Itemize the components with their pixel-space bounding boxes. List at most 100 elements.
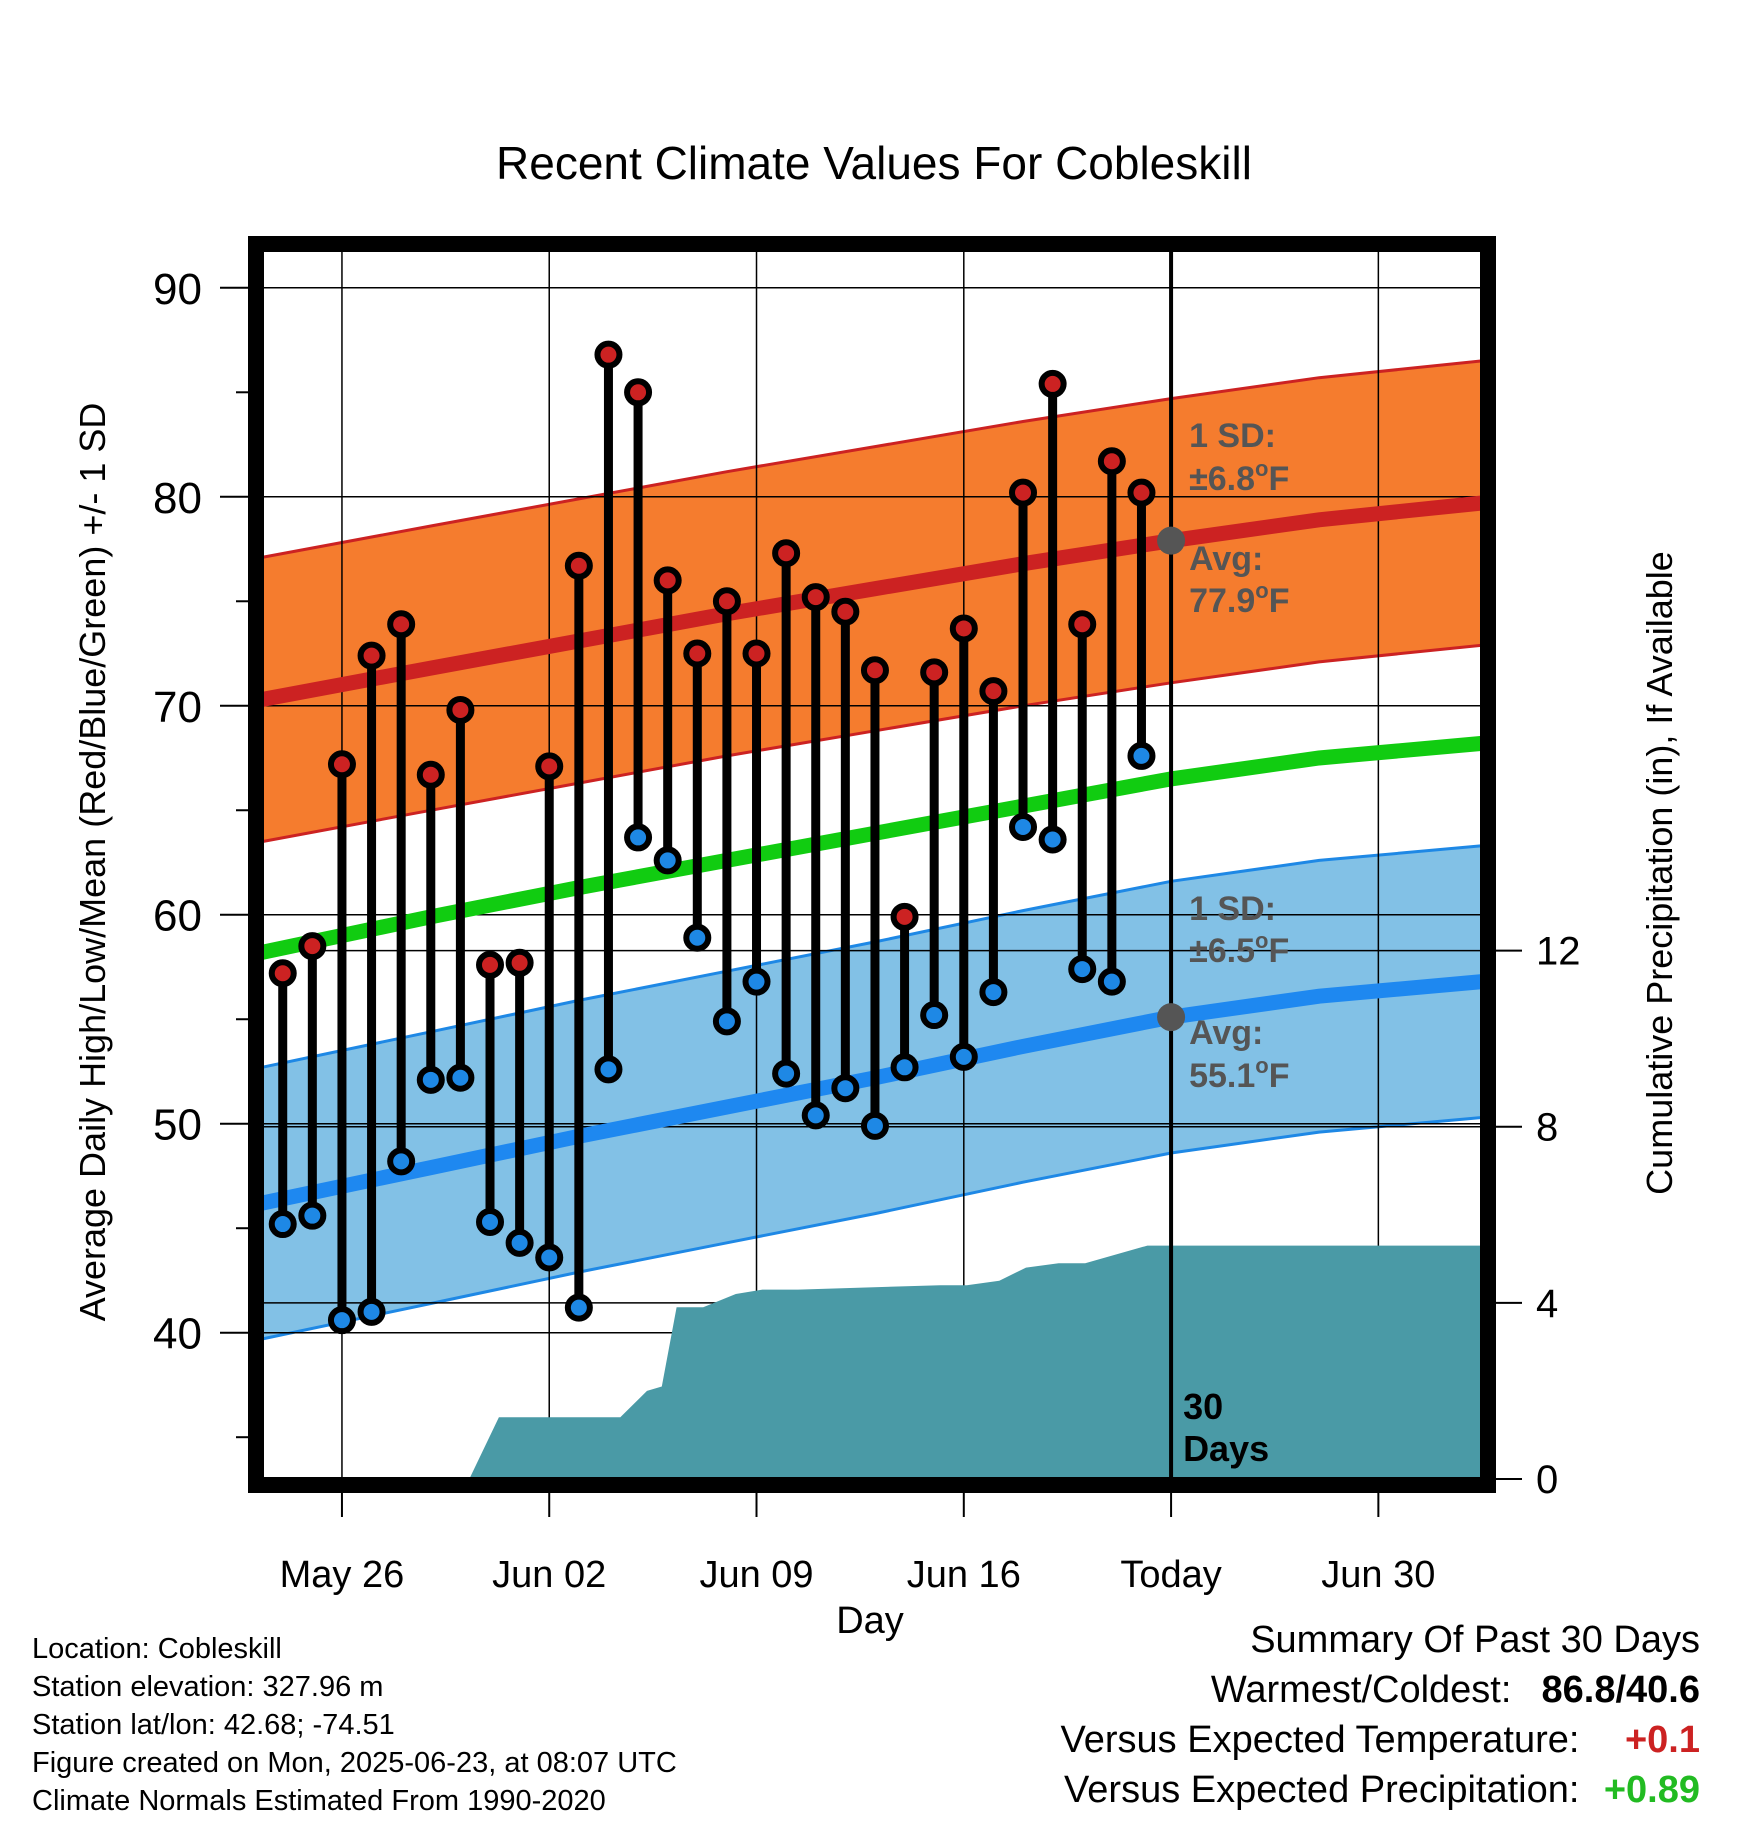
daily-low-point bbox=[446, 1063, 475, 1092]
daily-low-point bbox=[535, 1243, 564, 1272]
daily-high-point bbox=[327, 750, 356, 779]
axes: 40 50 60 70 80 90 0 4 8 12 May 26 Jun 02 Jun 09 Jun 1… bbox=[72, 265, 1680, 1596]
precip-anomaly-label: Versus Expected Precipitation: bbox=[1064, 1769, 1580, 1811]
daily-low-point bbox=[624, 823, 653, 852]
meta-latlon: Station lat/lon: 42.68; -74.51 bbox=[32, 1709, 395, 1741]
daily-high-point bbox=[742, 639, 771, 668]
daily-low-point bbox=[327, 1306, 356, 1335]
daily-low-point bbox=[860, 1111, 889, 1140]
daily-high-point bbox=[801, 583, 830, 612]
daily-low-point bbox=[1009, 812, 1038, 841]
daily-high-point bbox=[387, 610, 416, 639]
daily-low-point bbox=[1068, 955, 1097, 984]
y-tick-label: 40 bbox=[153, 1310, 202, 1359]
x-tick-label: May 26 bbox=[280, 1554, 405, 1596]
daily-high-point bbox=[535, 752, 564, 781]
x-tick-label: Jun 16 bbox=[907, 1554, 1021, 1596]
low-avg-label: Avg: bbox=[1189, 1014, 1263, 1052]
low-sd-label: 1 SD: bbox=[1189, 890, 1276, 928]
daily-low-point bbox=[772, 1059, 801, 1088]
daily-low-point bbox=[594, 1055, 623, 1084]
daily-range-stems bbox=[278, 354, 1146, 1321]
daily-high-point bbox=[564, 551, 593, 580]
y2-tick-label: 8 bbox=[1536, 1106, 1558, 1150]
x-tick-label: Today bbox=[1120, 1554, 1221, 1596]
today-days-label: 30 bbox=[1183, 1386, 1223, 1427]
daily-low-point bbox=[1038, 825, 1067, 854]
low-sd-value: ±6.5oF bbox=[1189, 928, 1289, 970]
daily-low-point bbox=[949, 1042, 978, 1071]
meta-normals: Climate Normals Estimated From 1990-2020 bbox=[32, 1785, 606, 1817]
daily-low-point bbox=[298, 1201, 327, 1230]
meta-elevation: Station elevation: 327.96 m bbox=[32, 1671, 384, 1703]
daily-high-point bbox=[416, 760, 445, 789]
daily-high-point bbox=[1068, 610, 1097, 639]
precip-anomaly-value: +0.89 bbox=[1603, 1769, 1700, 1811]
station-metadata: Location: Cobleskill Station elevation: … bbox=[32, 1630, 677, 1820]
daily-high-point bbox=[505, 948, 534, 977]
today-days-label: Days bbox=[1183, 1428, 1269, 1469]
daily-low-point bbox=[476, 1207, 505, 1236]
daily-high-point bbox=[1038, 369, 1067, 398]
summary-precip: Versus Expected Precipitation: +0.89 bbox=[1061, 1765, 1700, 1815]
daily-high-point bbox=[949, 614, 978, 643]
high-sd-value: ±6.8oF bbox=[1189, 456, 1289, 498]
high-avg-label: Avg: bbox=[1189, 540, 1263, 578]
high-sd-label: 1 SD: bbox=[1189, 417, 1276, 455]
daily-low-point bbox=[712, 1007, 741, 1036]
x-tick-label: Jun 30 bbox=[1321, 1554, 1435, 1596]
low-avg-marker bbox=[1157, 1003, 1186, 1032]
warm-cold-value: 86.8/40.6 bbox=[1541, 1669, 1700, 1711]
x-tick-label: Jun 02 bbox=[492, 1554, 606, 1596]
y-tick-label: 80 bbox=[153, 474, 202, 523]
daily-low-point bbox=[831, 1074, 860, 1103]
daily-high-point bbox=[594, 340, 623, 369]
daily-low-point bbox=[742, 967, 771, 996]
daily-high-point bbox=[476, 950, 505, 979]
summary-panel: Summary Of Past 30 Days Warmest/Coldest:… bbox=[1061, 1615, 1700, 1815]
daily-low-point bbox=[416, 1065, 445, 1094]
plot-border bbox=[248, 236, 1496, 1493]
y2-tick-label: 0 bbox=[1536, 1458, 1558, 1502]
daily-low-point bbox=[920, 1001, 949, 1030]
temp-anomaly-value: +0.1 bbox=[1624, 1719, 1700, 1761]
x-tick-label: Jun 09 bbox=[699, 1554, 813, 1596]
daily-high-point bbox=[268, 959, 297, 988]
high-avg-value: 77.9oF bbox=[1189, 578, 1289, 620]
high-band-upper-edge bbox=[261, 359, 1483, 559]
daily-high-point bbox=[860, 656, 889, 685]
daily-high-point bbox=[979, 677, 1008, 706]
daily-points bbox=[268, 340, 1156, 1335]
daily-low-point bbox=[564, 1293, 593, 1322]
high-sd-band bbox=[262, 360, 1482, 842]
daily-low-point bbox=[890, 1053, 919, 1082]
precipitation-area bbox=[469, 1245, 1482, 1479]
summary-temp: Versus Expected Temperature: +0.1 bbox=[1061, 1715, 1700, 1765]
y-tick-label: 70 bbox=[153, 683, 202, 732]
summary-heading: Summary Of Past 30 Days bbox=[1250, 1619, 1700, 1661]
y-tick-label: 50 bbox=[153, 1101, 202, 1150]
daily-high-point bbox=[357, 641, 386, 670]
daily-high-point bbox=[1097, 447, 1126, 476]
y2-axis-label: Cumulative Precipitation (in), If Availa… bbox=[1639, 551, 1680, 1195]
warm-cold-label: Warmest/Coldest: bbox=[1210, 1669, 1512, 1711]
daily-low-point bbox=[505, 1228, 534, 1257]
daily-low-point bbox=[387, 1147, 416, 1176]
daily-low-point bbox=[653, 846, 682, 875]
daily-low-point bbox=[683, 923, 712, 952]
high-avg-marker bbox=[1157, 526, 1186, 555]
daily-high-point bbox=[772, 539, 801, 568]
daily-low-point bbox=[357, 1297, 386, 1326]
daily-low-point bbox=[1127, 741, 1156, 770]
y-tick-label: 90 bbox=[153, 265, 202, 314]
chart-title: Recent Climate Values For Cobleskill bbox=[496, 137, 1252, 189]
daily-high-point bbox=[712, 587, 741, 616]
y2-tick-label: 4 bbox=[1536, 1282, 1558, 1326]
normal-high-line bbox=[260, 495, 1483, 707]
plot-frame bbox=[248, 236, 1496, 1493]
temp-anomaly-label: Versus Expected Temperature: bbox=[1060, 1719, 1580, 1761]
daily-high-point bbox=[831, 597, 860, 626]
daily-high-point bbox=[653, 566, 682, 595]
